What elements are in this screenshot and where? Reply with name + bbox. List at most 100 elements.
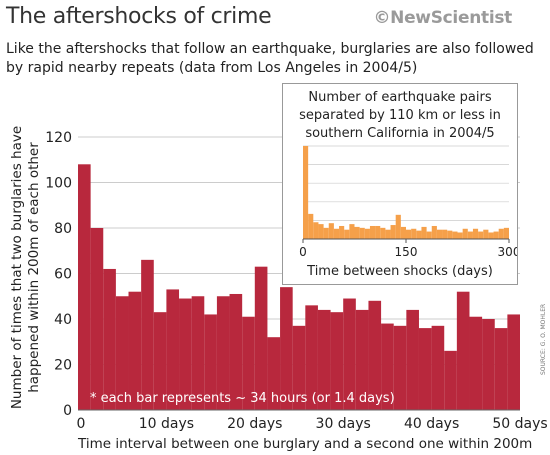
inset-bar	[483, 229, 489, 239]
data-bar	[254, 266, 268, 410]
data-bar	[216, 296, 230, 410]
data-bar	[153, 312, 167, 410]
data-bar	[368, 300, 382, 410]
data-bar	[191, 296, 205, 410]
inset-bar	[493, 231, 499, 239]
inset-x-axis-label: Time between shocks (days)	[306, 264, 493, 279]
inset-bar	[421, 226, 427, 239]
inset-bar	[467, 231, 473, 239]
inset-chart: Number of earthquake pairs separated by 1…	[299, 90, 520, 279]
data-bar	[406, 309, 419, 410]
data-bar	[90, 228, 104, 410]
data-bar	[343, 298, 356, 410]
data-bar	[330, 312, 344, 410]
data-bar	[166, 289, 180, 410]
inset-bar	[436, 229, 443, 239]
inset-bar	[308, 213, 314, 239]
x-tick-label: 30 days	[316, 416, 371, 432]
data-bar	[355, 309, 369, 410]
y-tick-label: 100	[45, 176, 72, 192]
inset-bar	[375, 225, 381, 239]
inset-bar	[426, 231, 432, 239]
inset-x-tick-label: 150	[395, 245, 418, 259]
data-bar	[507, 314, 520, 410]
data-bar	[78, 164, 91, 410]
source-credit: SOURCE: G. O. MOHLER	[540, 303, 547, 375]
bar-width-annotation: * each bar represents ~ 34 hours (or 1.4…	[90, 391, 395, 406]
chart-subtitle: Like the aftershocks that follow an eart…	[6, 41, 534, 76]
data-bar	[128, 291, 142, 410]
inset-bar	[303, 146, 309, 239]
inset-bar	[339, 225, 345, 239]
inset-title: Number of earthquake pairs separated by 1…	[299, 90, 501, 141]
data-bar	[103, 268, 116, 410]
inset-bar	[323, 227, 329, 239]
y-tick-label: 60	[54, 267, 72, 283]
inset-bar	[488, 232, 494, 239]
data-bar	[456, 291, 470, 410]
y-tick-label: 80	[54, 221, 72, 237]
x-tick-label: 40 days	[404, 416, 459, 432]
inset-bar	[390, 225, 396, 239]
data-bar	[292, 325, 306, 410]
data-bar	[305, 305, 318, 410]
x-tick-label: 50 days	[492, 416, 547, 432]
inset-bar	[442, 229, 448, 239]
y-axis-label: Number of times that two burglaries have…	[9, 126, 42, 409]
inset-panel: Number of earthquake pairs separated by 1…	[282, 83, 520, 285]
data-bar	[267, 337, 281, 410]
inset-bar	[447, 230, 453, 239]
data-bar	[280, 287, 293, 410]
inset-bar	[462, 228, 468, 239]
inset-bar	[354, 226, 360, 239]
inset-x-tick-label: 300	[498, 245, 517, 259]
inset-bar	[400, 226, 406, 239]
inset-bar	[380, 227, 386, 239]
inset-bar	[406, 229, 412, 239]
inset-bar	[328, 223, 334, 239]
data-bar	[141, 259, 154, 410]
inset-bar	[359, 227, 365, 239]
inset-bar	[333, 228, 340, 239]
y-tick-label: 20	[54, 358, 72, 374]
inset-bar	[472, 228, 479, 239]
data-bar	[469, 316, 483, 410]
inset-bar	[395, 214, 401, 239]
y-tick-label: 120	[45, 130, 72, 146]
inset-x-tick-label: 0	[299, 245, 307, 259]
page-title: The aftershocks of crime	[6, 4, 272, 29]
inset-bar	[318, 224, 324, 239]
data-bar	[431, 325, 445, 410]
data-bar	[115, 296, 129, 410]
brand-logo: ©NewScientist	[373, 8, 512, 28]
x-tick-label: 0	[77, 416, 86, 432]
data-bar	[482, 319, 495, 410]
data-bar	[179, 298, 192, 410]
y-tick-label: 40	[54, 312, 72, 328]
inset-bar	[411, 228, 417, 239]
inset-bar	[452, 231, 458, 239]
data-bar	[418, 328, 432, 410]
data-bar	[242, 316, 255, 410]
inset-bar	[344, 229, 350, 239]
x-tick-label: 10 days	[139, 416, 194, 432]
inset-bar	[416, 230, 422, 239]
data-bar	[229, 293, 243, 410]
inset-bar	[313, 222, 319, 239]
data-bar	[444, 350, 457, 410]
inset-bar	[431, 225, 437, 239]
data-bar	[393, 325, 407, 410]
inset-bar	[503, 227, 509, 239]
inset-bar	[385, 229, 391, 239]
data-bar	[317, 309, 331, 410]
x-tick-label: 20 days	[227, 416, 282, 432]
y-tick-label: 0	[63, 403, 72, 419]
inset-bar	[498, 228, 504, 239]
inset-bar	[364, 228, 370, 239]
data-bar	[204, 314, 217, 410]
x-axis-label: Time interval between one burglary and a…	[77, 436, 532, 452]
data-bar	[381, 323, 394, 410]
inset-bar	[349, 224, 355, 239]
inset-bar	[369, 225, 376, 239]
